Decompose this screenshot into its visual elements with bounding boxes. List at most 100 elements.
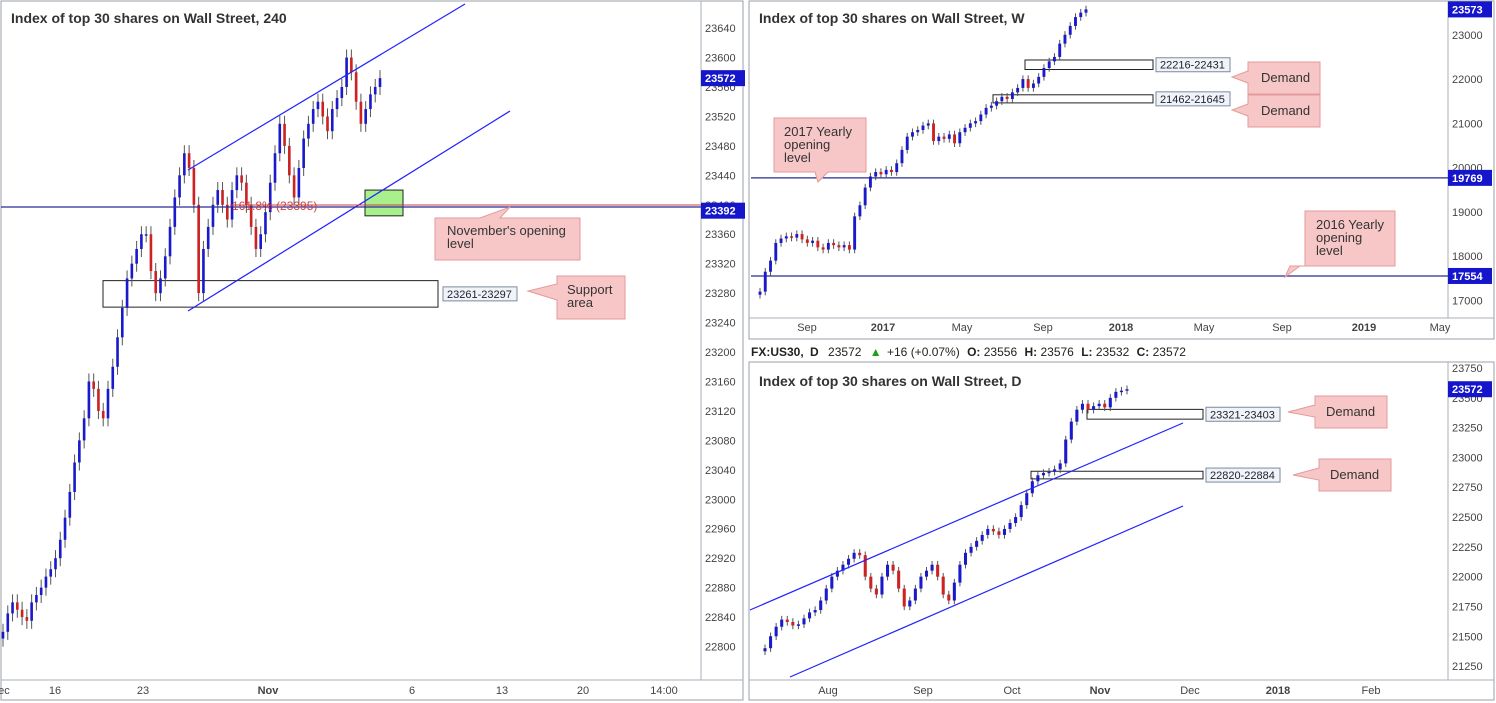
y-tick-label: 22960: [705, 524, 736, 536]
candle-body: [192, 167, 196, 205]
candle-body: [841, 564, 845, 571]
candle-body: [168, 226, 172, 257]
price-badge-label: 23572: [1452, 384, 1483, 396]
candle-body: [958, 564, 962, 583]
callout-daily-demand-a[interactable]: Demand: [1287, 395, 1388, 429]
candle-body: [178, 175, 181, 198]
candle-body: [869, 576, 873, 589]
weekly-title: Index of top 30 shares on Wall Street, W: [759, 10, 1025, 26]
x-tick-label: 2018: [1266, 685, 1290, 697]
candle-body: [163, 256, 167, 279]
y-tick-label: 23000: [1452, 30, 1483, 42]
candle-body: [225, 204, 229, 220]
callout-november-opening[interactable]: November's opening level: [434, 206, 581, 261]
x-tick-label: Sep: [1272, 322, 1292, 334]
callout-november-line2: level: [447, 236, 474, 251]
h4-channel-lower[interactable]: [187, 110, 511, 312]
callout-weekly-demand-2[interactable]: Demand: [1230, 94, 1321, 128]
x-tick-label: May: [952, 322, 973, 334]
callout-2016-line3: level: [1316, 243, 1343, 258]
callout-2017-yearly[interactable]: 2017 Yearly opening level: [773, 117, 867, 183]
candle-body: [1053, 469, 1057, 472]
candle-body: [288, 145, 291, 176]
zone-label-box: [1205, 406, 1281, 422]
candle-body: [952, 582, 956, 601]
candle-body: [359, 101, 363, 124]
callout-2017-line3: level: [784, 150, 811, 165]
header-close: 23572: [1153, 345, 1187, 359]
candle-body: [1119, 390, 1123, 393]
candle-body: [297, 167, 301, 198]
price-badge-label: 23392: [705, 206, 736, 218]
candle-body: [986, 528, 990, 535]
candle-body: [835, 570, 839, 577]
daily-panel[interactable]: 2375023500232502300022750225002225022000…: [748, 361, 1495, 701]
x-tick-label: 2018: [1109, 322, 1133, 334]
y-tick-label: 22250: [1452, 542, 1483, 554]
header-up-arrow: ▲: [870, 345, 882, 359]
daily-channel-lower[interactable]: [789, 505, 1184, 678]
h4-channel-upper[interactable]: [187, 3, 466, 171]
daily-channel-upper[interactable]: [749, 422, 1184, 611]
candle-body: [805, 239, 809, 243]
y-tick-label: 22800: [705, 642, 736, 654]
callout-daily-demand-b[interactable]: Demand: [1292, 458, 1392, 492]
y-tick-label: 21750: [1452, 601, 1483, 613]
candle-body: [268, 182, 272, 213]
candle-body: [1097, 403, 1101, 407]
candle-body: [335, 98, 339, 110]
header-open-label: O:: [967, 345, 980, 359]
candle-body: [87, 381, 91, 419]
candle-body: [926, 123, 930, 126]
y-tick-label: 19000: [1452, 207, 1483, 219]
candle-body: [183, 153, 186, 176]
candle-body: [1025, 493, 1029, 506]
candle-body: [1069, 421, 1073, 440]
x-tick-label: May: [1430, 322, 1451, 334]
zone-box: [1086, 408, 1204, 420]
candle-body: [1084, 9, 1088, 13]
candle-body: [44, 576, 48, 588]
candle-body: [307, 123, 310, 139]
candle-body: [264, 212, 267, 235]
candle-body: [125, 278, 129, 308]
zone-label: 23321-23403: [1210, 409, 1275, 421]
callout-2016-yearly[interactable]: 2016 Yearly opening level: [1283, 210, 1396, 279]
callout-support-line1: Support: [567, 282, 613, 297]
candle-body: [369, 94, 372, 110]
x-tick-label: Sep: [1033, 322, 1053, 334]
y-tick-label: 22000: [1452, 74, 1483, 86]
callout-2017-line2: opening: [784, 137, 830, 152]
candle-body: [758, 291, 762, 295]
header-close-label: C:: [1137, 345, 1150, 359]
candle-body: [947, 594, 951, 601]
candle-body: [847, 245, 851, 250]
candle-body: [941, 576, 945, 595]
candle-body: [868, 176, 872, 188]
y-tick-label: 23360: [705, 229, 736, 241]
h4-fib-label: 161.8% (23395): [232, 199, 317, 213]
candle-body: [769, 636, 773, 649]
x-tick-label: Oct: [1003, 685, 1020, 697]
candle-body: [963, 552, 968, 565]
price-badge: [1448, 169, 1492, 186]
candle-body: [890, 169, 893, 173]
candle-body: [1064, 439, 1068, 464]
candle-body: [1068, 25, 1072, 35]
candle-body: [1103, 403, 1107, 408]
candle-body: [874, 588, 878, 595]
candle-body: [68, 491, 72, 518]
weekly-yearly-levels: [751, 177, 1448, 277]
x-tick-label: 6: [409, 685, 415, 697]
candle-body: [989, 105, 993, 108]
candle-body: [790, 236, 793, 238]
candle-body: [240, 175, 243, 183]
candle-body: [187, 153, 191, 168]
callout-weekly-demand-1[interactable]: Demand: [1230, 61, 1321, 95]
callout-support-area[interactable]: Support area: [526, 275, 626, 320]
h4-panel[interactable]: 2364023600235602352023480234402340023360…: [0, 0, 745, 701]
candle-body: [937, 136, 941, 142]
candle-body: [278, 123, 282, 154]
y-tick-label: 22000: [1452, 572, 1483, 584]
